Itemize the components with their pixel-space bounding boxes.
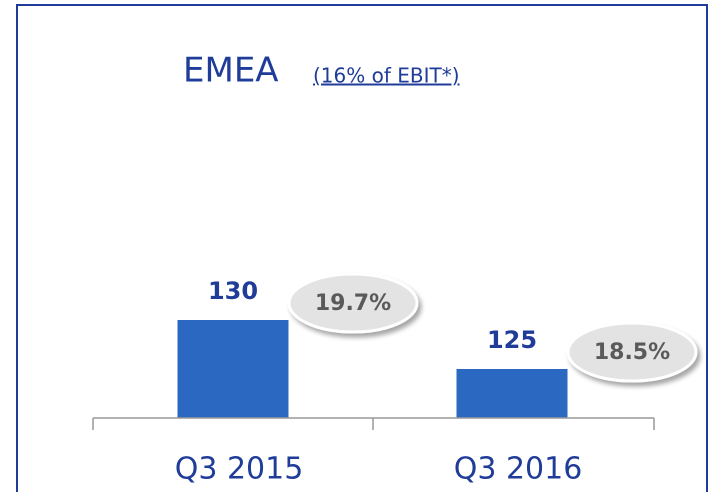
annotation: 19.7% [315,291,391,316]
bar [177,320,289,418]
chart-subtitle: (16% of EBIT*) [313,64,460,88]
bar [456,369,568,418]
annotation: 18.5% [594,340,670,365]
x-tick-label: Q3 2016 [454,452,583,487]
annotation-bubble [287,272,419,334]
value-label: 130 [208,277,258,305]
value-label: 125 [487,326,537,354]
x-tick-label: Q3 2015 [175,452,304,487]
frame [16,4,708,492]
chart-title: EMEA [183,51,279,91]
annotation-bubble [566,321,698,383]
